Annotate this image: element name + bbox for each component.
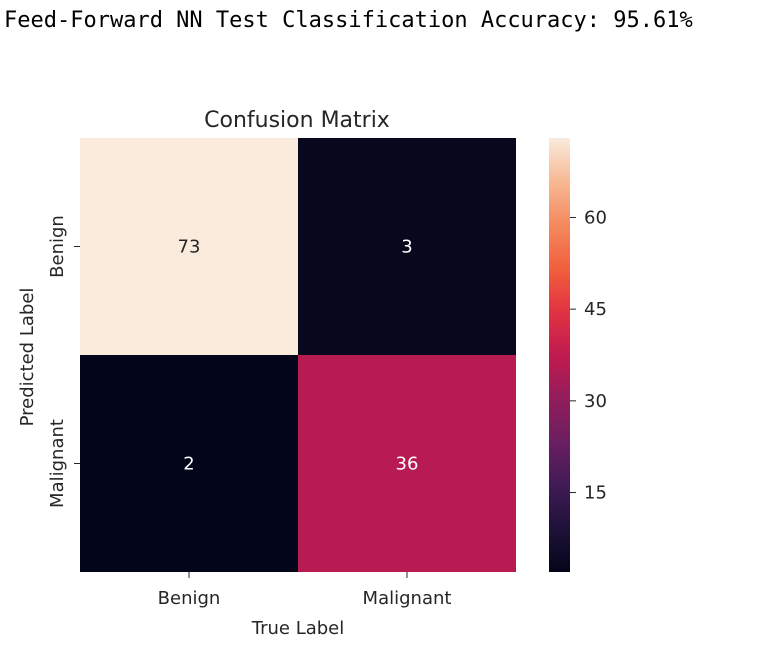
heatmap-cell-labels: 73 3 2 36 — [178, 237, 419, 475]
y-tick-label: Malignant — [47, 419, 68, 508]
y-tick-label: Benign — [47, 215, 68, 278]
heatmap-cell — [298, 355, 516, 572]
colorbar-ticks: 15 30 45 60 — [570, 207, 607, 504]
colorbar-tick-label: 45 — [584, 299, 607, 320]
header-text: Feed-Forward NN Test Classification Accu… — [4, 8, 693, 33]
colorbar-tick-label: 60 — [584, 207, 607, 228]
cell-value-label: 36 — [396, 454, 419, 475]
heatmap-cell — [80, 355, 298, 572]
cell-value-label: 2 — [183, 454, 194, 475]
colorbar-tick-label: 15 — [584, 483, 607, 504]
y-axis: Benign Malignant — [47, 215, 80, 508]
x-axis-label: True Label — [251, 618, 345, 639]
x-tick-label: Benign — [158, 588, 221, 609]
cell-value-label: 73 — [178, 237, 201, 258]
x-tick-label: Malignant — [363, 588, 452, 609]
heatmap-cell — [80, 138, 298, 355]
colorbar-tick-label: 30 — [584, 391, 607, 412]
cell-value-label: 3 — [401, 237, 412, 258]
heatmap-cells — [80, 138, 516, 572]
chart-title: Confusion Matrix — [204, 108, 390, 133]
y-axis-label: Predicted Label — [17, 288, 38, 427]
x-axis: Benign Malignant — [158, 572, 452, 609]
heatmap-cell — [298, 138, 516, 355]
colorbar — [549, 138, 570, 572]
